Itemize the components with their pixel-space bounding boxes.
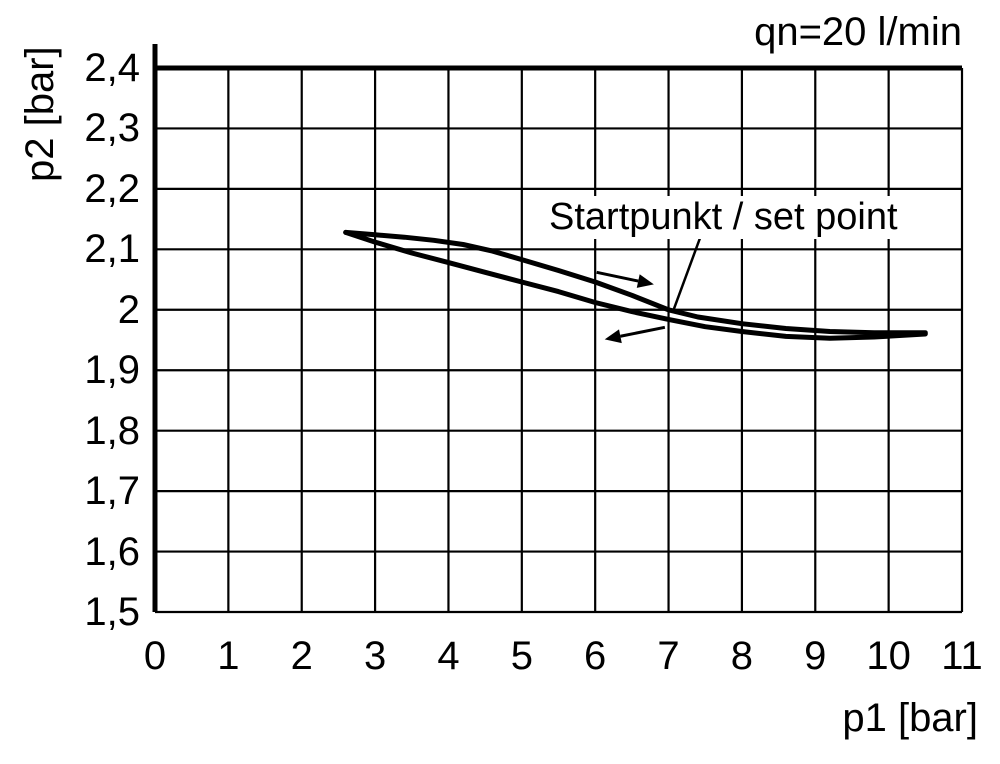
x-tick-label: 2	[290, 634, 313, 678]
y-tick-label: 1,5	[84, 590, 140, 634]
y-tick-label: 1,8	[84, 408, 140, 453]
x-tick-label: 4	[437, 634, 460, 678]
y-tick-label: 1,7	[84, 469, 140, 514]
x-tick-label: 6	[584, 634, 607, 678]
x-tick-label: 5	[510, 634, 533, 678]
x-tick-label: 3	[363, 634, 387, 678]
y-tick-label: 2,4	[84, 46, 140, 90]
y-tick-label: 2	[117, 287, 140, 332]
y-tick-label: 2,1	[84, 227, 140, 272]
x-tick-label: 9	[804, 634, 827, 678]
y-tick-label: 1,9	[84, 348, 140, 393]
y-tick-label: 2,2	[84, 166, 140, 211]
x-tick-label: 11	[941, 634, 983, 678]
x-tick-label: 0	[143, 634, 167, 678]
x-tick-label: 8	[730, 634, 754, 678]
x-tick-label: 7	[657, 634, 680, 678]
set-point-annotation: Startpunkt / set point	[545, 196, 902, 239]
y-tick-label: 1,6	[84, 529, 140, 574]
return-direction-arrow-head	[604, 329, 622, 344]
x-tick-label: 10	[866, 634, 911, 678]
curve-upper-branch	[343, 229, 928, 336]
increase-direction-arrow-shaft	[596, 270, 639, 283]
flow-rate-annotation: qn=20 l/min	[754, 10, 962, 54]
curve-lower-branch	[343, 229, 928, 341]
x-axis-label: p1 [bar]	[842, 696, 978, 740]
set-point-leader-line	[671, 237, 702, 313]
increase-direction-arrow-head	[636, 274, 654, 288]
y-tick-label: 2,3	[84, 106, 140, 151]
return-direction-arrow-shaft	[620, 325, 666, 338]
x-tick-label: 1	[217, 634, 240, 678]
